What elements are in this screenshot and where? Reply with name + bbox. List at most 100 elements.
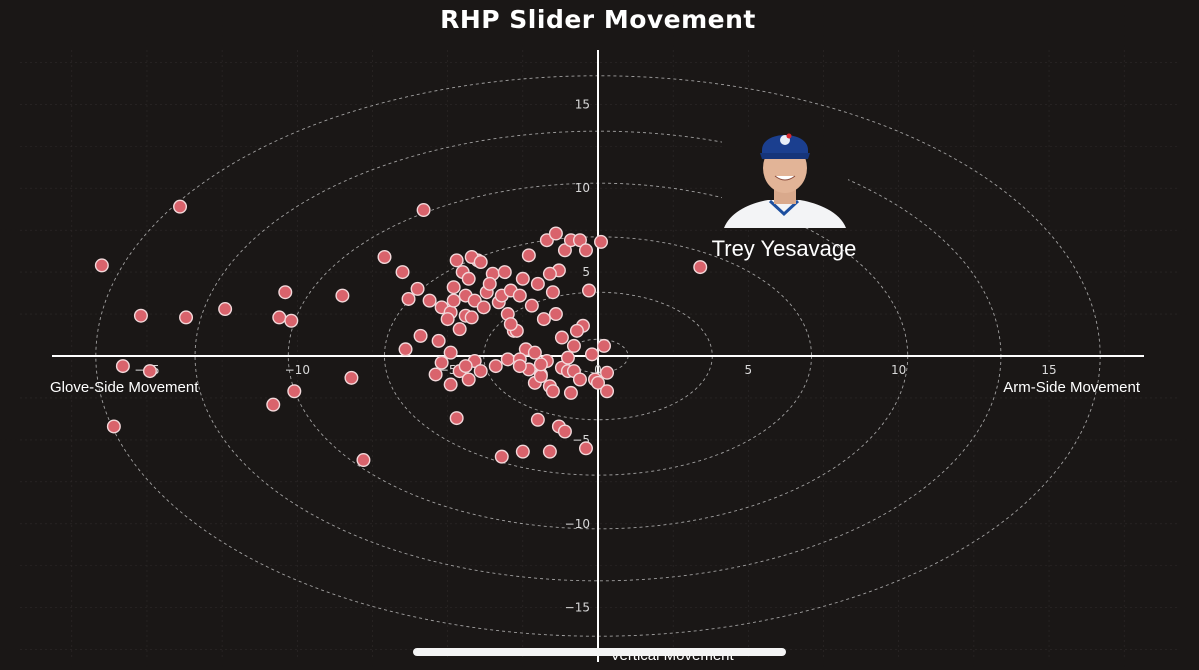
pitch-point bbox=[512, 288, 527, 303]
pitch-point bbox=[497, 265, 512, 280]
pitch-point bbox=[458, 359, 473, 374]
pitch-point bbox=[106, 419, 121, 434]
pitch-point bbox=[554, 330, 569, 345]
pitch-point bbox=[572, 372, 587, 387]
pitch-point bbox=[179, 310, 194, 325]
jersey-collar bbox=[768, 199, 800, 217]
pitch-point bbox=[494, 449, 509, 464]
pitch-point bbox=[443, 377, 458, 392]
x-tick-label: 5 bbox=[745, 363, 753, 377]
pitch-point bbox=[515, 271, 530, 286]
pitch-points bbox=[94, 199, 708, 468]
pitch-point bbox=[356, 453, 371, 468]
cap-brim bbox=[760, 153, 810, 159]
player-smile bbox=[774, 175, 796, 181]
pitch-point bbox=[287, 384, 302, 399]
pitch-point bbox=[533, 357, 548, 372]
pitch-point bbox=[284, 313, 299, 328]
pitch-point bbox=[266, 397, 281, 412]
pitch-point bbox=[452, 322, 467, 337]
y-tick-label: −15 bbox=[565, 601, 590, 615]
pitch-point bbox=[461, 271, 476, 286]
pitch-point bbox=[395, 265, 410, 280]
pitch-point bbox=[530, 276, 545, 291]
player-headshot bbox=[722, 127, 848, 228]
pitch-point bbox=[428, 367, 443, 382]
pitch-point bbox=[693, 260, 708, 275]
pitch-point bbox=[545, 384, 560, 399]
pitch-point bbox=[566, 338, 581, 353]
chart-title: RHP Slider Movement bbox=[440, 5, 756, 34]
pitch-point bbox=[600, 384, 615, 399]
pitch-point bbox=[413, 328, 428, 343]
pitch-point bbox=[431, 333, 446, 348]
pitch-point bbox=[548, 226, 563, 241]
pitch-point bbox=[594, 234, 609, 249]
pitch-point bbox=[500, 352, 515, 367]
pitch-point bbox=[446, 293, 461, 308]
pitch-point bbox=[503, 317, 518, 332]
pitch-point bbox=[533, 369, 548, 384]
pitch-point bbox=[591, 375, 606, 390]
x-tick-label: 0 bbox=[594, 363, 602, 377]
pitch-point bbox=[344, 370, 359, 385]
pitch-point bbox=[115, 359, 130, 374]
y-tick-label: 5 bbox=[582, 265, 590, 279]
pitch-point bbox=[218, 302, 233, 317]
y-tick-label: 10 bbox=[575, 181, 590, 195]
pitch-point bbox=[449, 411, 464, 426]
pitch-point bbox=[461, 372, 476, 387]
pitch-point bbox=[542, 266, 557, 281]
pitch-point bbox=[94, 258, 109, 273]
x-axis-label-left: Glove-Side Movement bbox=[50, 379, 199, 396]
pitch-point bbox=[416, 203, 431, 218]
pitch-point bbox=[473, 364, 488, 379]
pitch-point bbox=[572, 233, 587, 248]
pitch-point bbox=[398, 342, 413, 357]
pitch-point bbox=[173, 199, 188, 214]
pitch-point bbox=[142, 364, 157, 379]
pitch-point bbox=[560, 350, 575, 365]
pitch-point bbox=[434, 355, 449, 370]
pitch-point bbox=[464, 310, 479, 325]
pitch-point bbox=[422, 293, 437, 308]
pitch-point bbox=[335, 288, 350, 303]
pitch-point bbox=[476, 300, 491, 315]
pitch-point bbox=[521, 248, 536, 263]
pitch-point bbox=[488, 359, 503, 374]
pitch-point bbox=[542, 444, 557, 459]
pitch-point bbox=[548, 307, 563, 322]
pitch-point bbox=[524, 298, 539, 313]
pitch-point bbox=[584, 347, 599, 362]
pitch-point bbox=[272, 310, 287, 325]
pitch-point bbox=[278, 285, 293, 300]
pitch-point bbox=[449, 253, 464, 268]
y-tick-label: −10 bbox=[565, 517, 590, 531]
pitch-point bbox=[482, 276, 497, 291]
pitch-point bbox=[569, 323, 584, 338]
pitch-point bbox=[578, 441, 593, 456]
cap-logo-accent-icon bbox=[786, 133, 792, 139]
pitch-point bbox=[401, 291, 416, 306]
pitch-point bbox=[557, 424, 572, 439]
pitch-point bbox=[557, 243, 572, 258]
y-tick-label: 15 bbox=[575, 97, 590, 111]
pitch-point bbox=[512, 359, 527, 374]
pitch-point bbox=[545, 285, 560, 300]
pitch-point bbox=[581, 283, 596, 298]
x-tick-label: 10 bbox=[891, 363, 906, 377]
pitch-point bbox=[578, 243, 593, 258]
player-name: Trey Yesavage bbox=[712, 236, 857, 261]
pitch-point bbox=[473, 255, 488, 270]
x-tick-label: 15 bbox=[1041, 363, 1056, 377]
pitch-point bbox=[527, 345, 542, 360]
pitch-point bbox=[536, 312, 551, 327]
pitch-point bbox=[515, 444, 530, 459]
pitch-point bbox=[600, 365, 615, 380]
pitch-point bbox=[597, 338, 612, 353]
pitch-point bbox=[446, 280, 461, 295]
x-axis-label-right: Arm-Side Movement bbox=[1003, 379, 1141, 396]
pitch-point bbox=[530, 412, 545, 427]
home-indicator-bar[interactable] bbox=[413, 648, 786, 656]
